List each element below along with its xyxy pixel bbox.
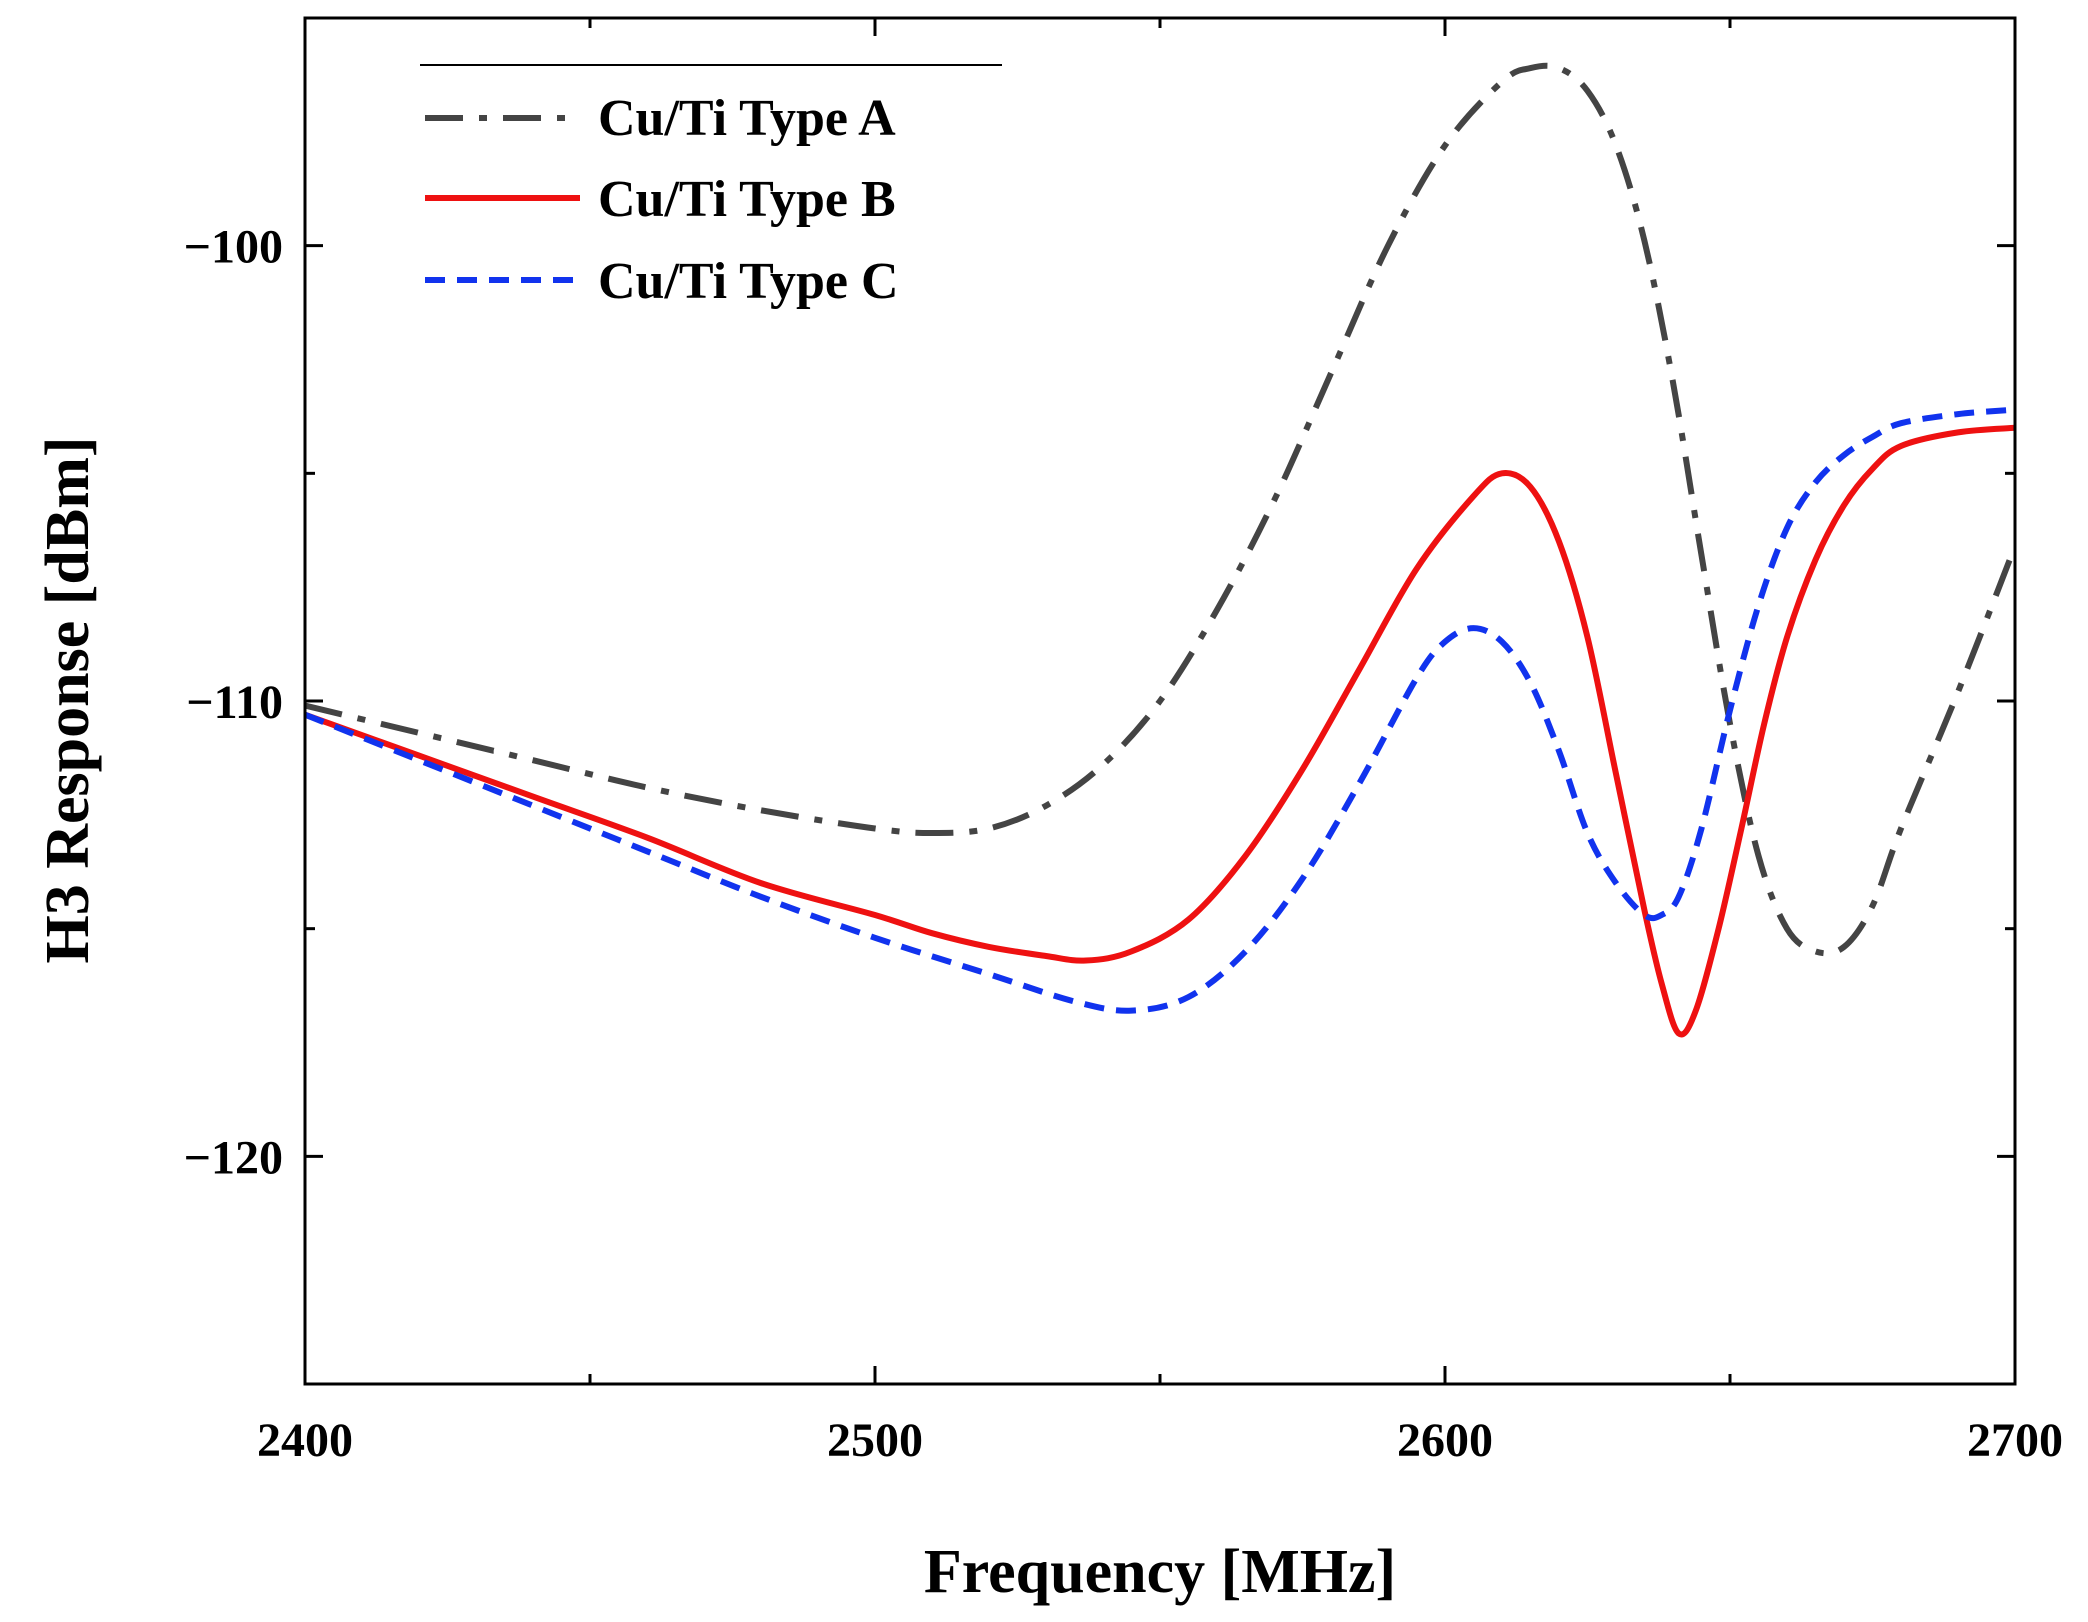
legend: Cu/Ti Type A Cu/Ti Type B Cu/Ti Type C bbox=[420, 64, 1002, 310]
legend-label-type-a: Cu/Ti Type A bbox=[598, 90, 896, 147]
legend-label-type-b: Cu/Ti Type B bbox=[598, 171, 896, 228]
x-axis-title: Frequency [MHz] bbox=[924, 1538, 1396, 1606]
y-tick-label: −110 bbox=[186, 676, 283, 729]
x-tick-label: 2400 bbox=[257, 1414, 353, 1467]
series-line-cu-ti-type-b bbox=[305, 424, 2015, 1038]
x-tick-label: 2700 bbox=[1967, 1414, 2063, 1467]
x-tick-label: 2600 bbox=[1397, 1414, 1493, 1467]
series-line-cu-ti-type-c bbox=[305, 406, 2015, 1014]
legend-label-type-c: Cu/Ti Type C bbox=[598, 253, 899, 310]
series-layer bbox=[305, 62, 2015, 1038]
tick-labels: 2400 2500 2600 2700 −120 −110 −100 bbox=[184, 221, 2063, 1467]
x-tick-label: 2500 bbox=[827, 1414, 923, 1467]
series-line-cu-ti-type-a bbox=[305, 62, 2015, 957]
y-axis-title: H3 Response [dBm] bbox=[34, 436, 102, 963]
plot-frame bbox=[303, 16, 2017, 1386]
y-tick-label: −100 bbox=[184, 221, 283, 274]
y-tick-label: −120 bbox=[184, 1131, 283, 1184]
